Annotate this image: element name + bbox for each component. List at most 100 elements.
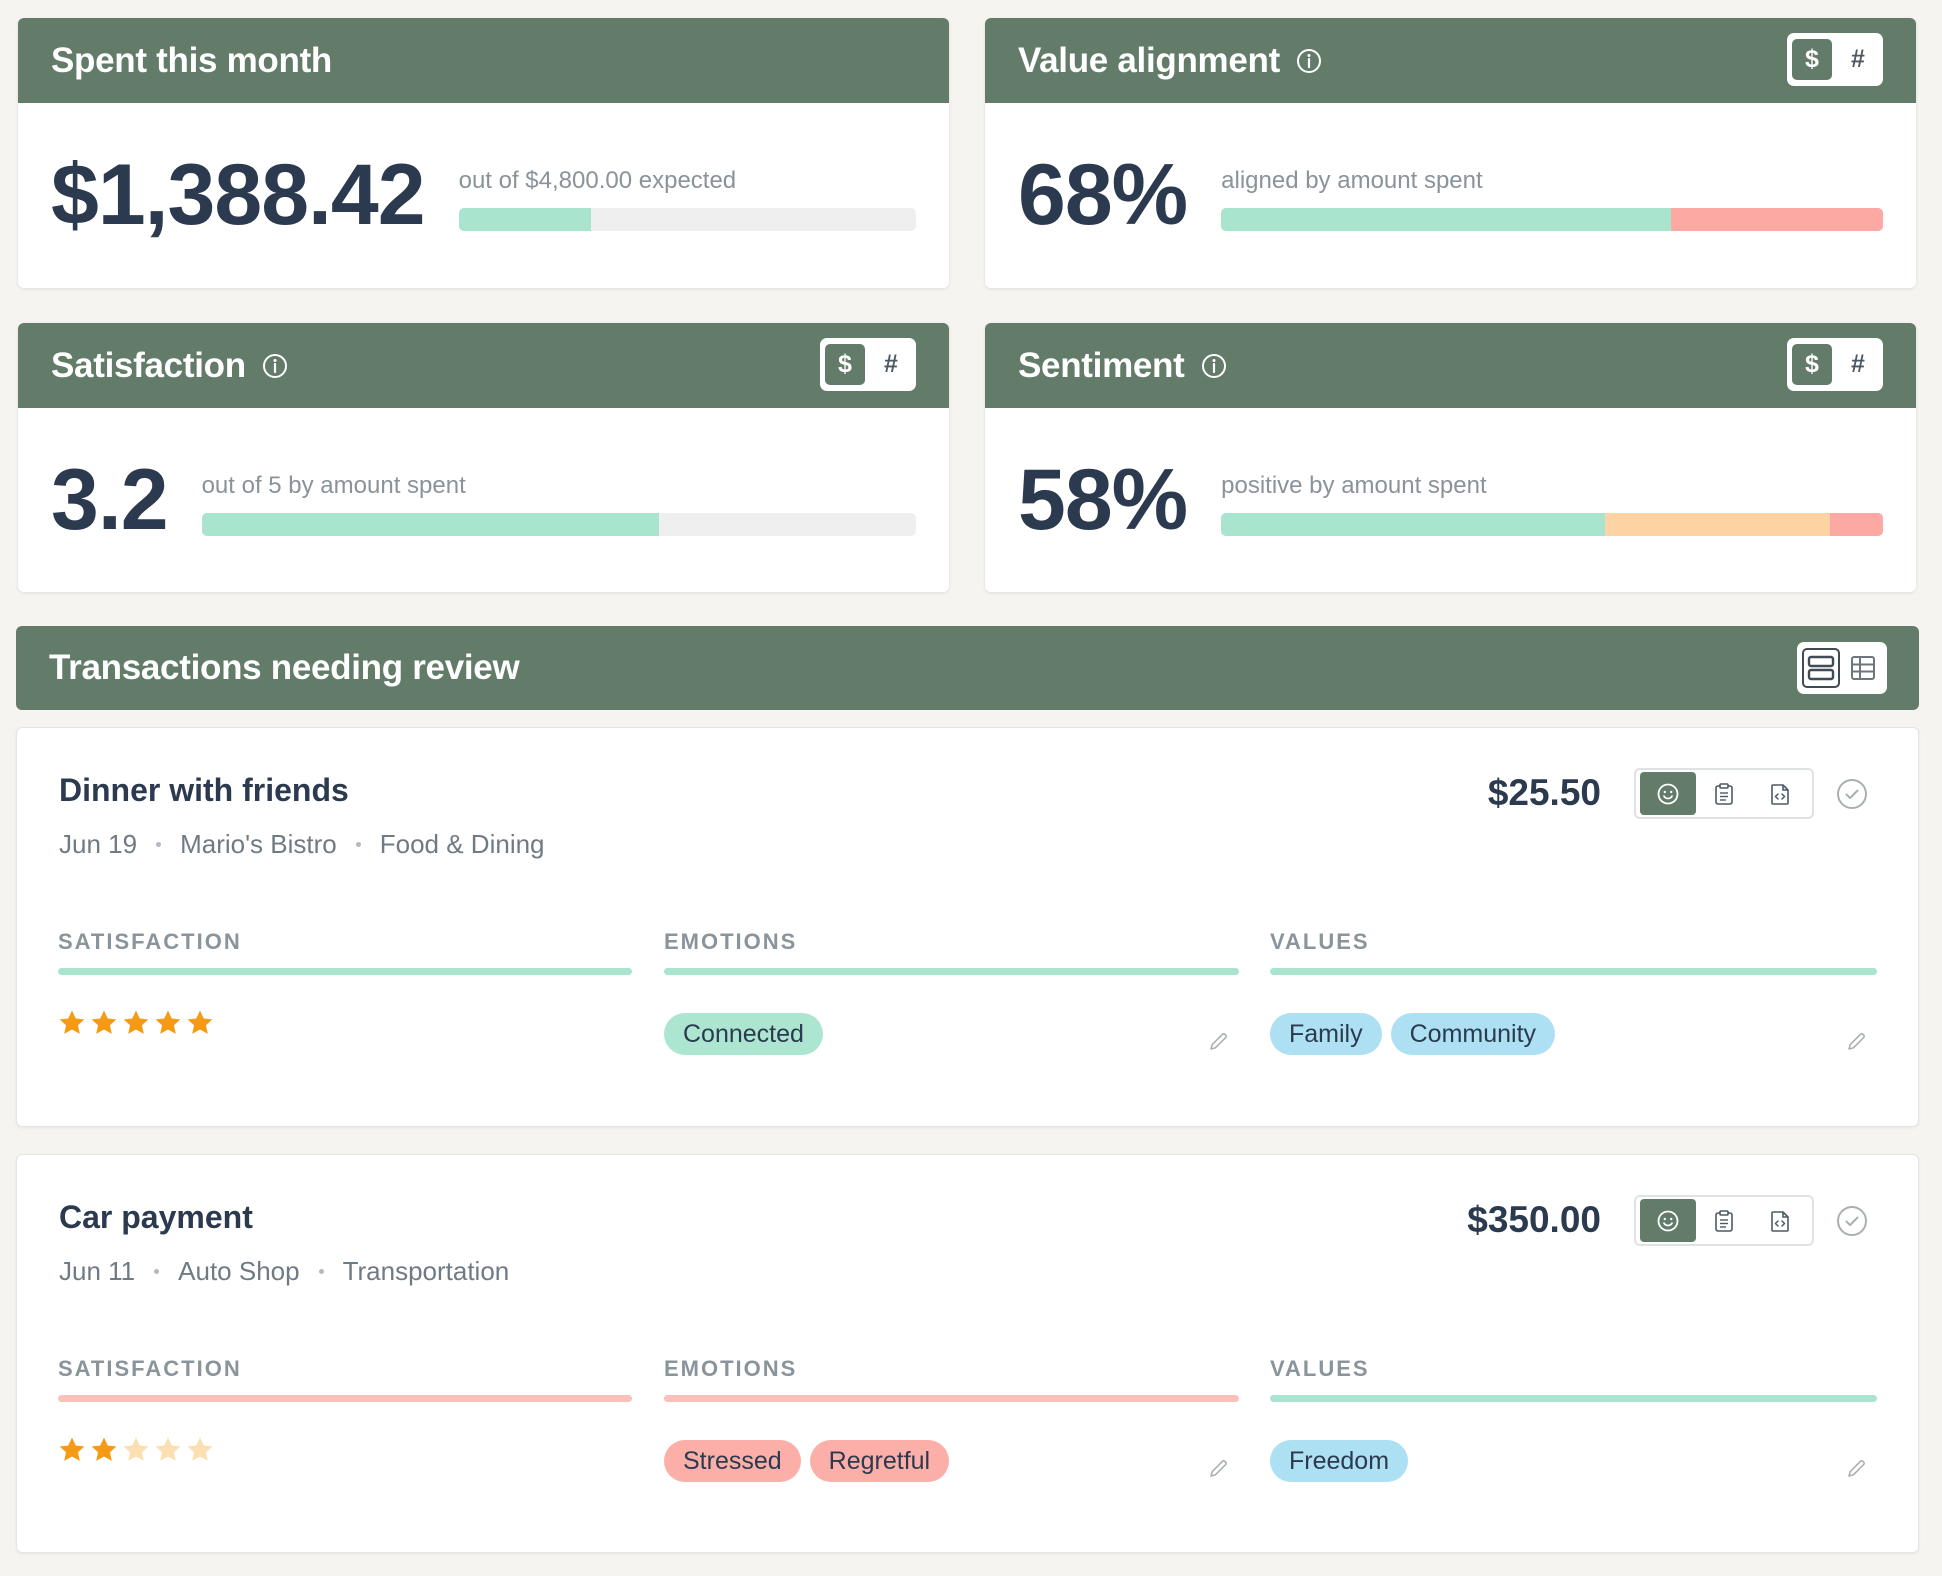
notes-mode-button[interactable]	[1696, 1199, 1752, 1242]
values-label: VALUES	[1270, 929, 1370, 954]
satisfaction-card-title: Satisfaction	[51, 345, 246, 385]
feelings-mode-button[interactable]	[1640, 1199, 1696, 1242]
count-toggle-button[interactable]: #	[884, 350, 898, 378]
satisfaction-tone-line	[58, 1395, 632, 1402]
emotion-tag[interactable]: Stressed	[664, 1440, 801, 1482]
emotions-label: EMOTIONS	[664, 1356, 798, 1381]
dollar-toggle-button[interactable]: $	[825, 344, 865, 385]
transaction-meta: Jun 11 Auto Shop Transportation	[59, 1256, 509, 1287]
view-mode-toggle	[1797, 642, 1887, 694]
count-toggle-button[interactable]: #	[1851, 45, 1865, 73]
transaction-category: Food & Dining	[379, 829, 545, 859]
emotions-tone-line	[664, 968, 1239, 975]
transaction-card: Dinner with friends Jun 19 Mario's Bistro F…	[16, 727, 1919, 1127]
clipboard-icon	[1715, 782, 1733, 805]
table-view-button[interactable]	[1844, 648, 1882, 688]
check-circle-icon[interactable]	[1836, 778, 1868, 810]
values-column: VALUES Freedom	[1270, 1356, 1877, 1482]
smiley-icon	[1657, 1210, 1679, 1231]
separator-dot	[318, 1269, 324, 1274]
transaction-date: Jun 19	[59, 829, 138, 859]
review-section-header: Transactions needing review	[16, 626, 1919, 710]
sentiment-bar	[1221, 512, 1883, 536]
transaction-merchant: Auto Shop	[178, 1256, 300, 1286]
satisfaction-label: SATISFACTION	[58, 1356, 242, 1381]
alignment-card-body: 68% aligned by amount spent	[985, 103, 1916, 288]
value-tag[interactable]: Family	[1270, 1013, 1382, 1055]
list-view-icon	[1807, 655, 1835, 681]
file-code-icon	[1771, 1210, 1789, 1232]
feelings-mode-button[interactable]	[1640, 772, 1696, 815]
emotions-tone-line	[664, 1395, 1239, 1402]
notes-mode-button[interactable]	[1696, 772, 1752, 815]
positive-segment	[1221, 512, 1606, 536]
neutral-segment	[1605, 512, 1831, 536]
star-rating[interactable]	[58, 1436, 632, 1463]
transaction-mode-toggle	[1634, 1195, 1814, 1246]
satisfaction-tone-line	[58, 968, 632, 975]
smiley-icon	[1657, 783, 1679, 804]
sentiment-card-body: 58% positive by amount spent	[985, 408, 1916, 592]
transaction-amount: $350.00	[1467, 1199, 1601, 1240]
misaligned-segment	[1671, 207, 1883, 231]
pencil-icon[interactable]	[1845, 1031, 1867, 1053]
dollar-toggle-button[interactable]: $	[1792, 344, 1832, 385]
value-tag[interactable]: Freedom	[1270, 1440, 1409, 1482]
code-mode-button[interactable]	[1752, 772, 1808, 815]
alignment-value: 68%	[1018, 147, 1188, 243]
dollar-toggle-button[interactable]: $	[1792, 39, 1832, 80]
alignment-card: Value alignment $ # 68% aligned by amoun…	[985, 18, 1916, 288]
emotions-chips: Connected	[664, 1013, 1239, 1055]
pencil-icon[interactable]	[1207, 1458, 1229, 1480]
star-icon[interactable]	[122, 1436, 150, 1463]
aligned-segment	[1221, 207, 1672, 231]
satisfaction-label: SATISFACTION	[58, 929, 242, 954]
satisfaction-card: Satisfaction $ # 3.2 out of 5 by amount …	[18, 323, 949, 592]
satisfaction-caption: out of 5 by amount spent	[201, 471, 466, 499]
values-tone-line	[1270, 1395, 1877, 1402]
star-icon[interactable]	[58, 1009, 86, 1036]
sentiment-card-title: Sentiment	[1018, 345, 1185, 385]
count-toggle-button[interactable]: #	[1851, 350, 1865, 378]
sentiment-card-header: Sentiment $ #	[985, 323, 1916, 408]
pencil-icon[interactable]	[1207, 1031, 1229, 1053]
satisfaction-value: 3.2	[51, 452, 169, 548]
value-tag[interactable]: Community	[1390, 1013, 1556, 1055]
emotions-column: EMOTIONS Connected	[664, 929, 1239, 1055]
star-icon[interactable]	[154, 1436, 182, 1463]
info-icon[interactable]	[1201, 353, 1227, 379]
transaction-name: Dinner with friends	[59, 772, 349, 808]
star-icon[interactable]	[186, 1009, 214, 1036]
star-icon[interactable]	[186, 1436, 214, 1463]
file-code-icon	[1771, 783, 1789, 805]
emotions-chips: Stressed Regretful	[664, 1440, 1239, 1482]
star-icon[interactable]	[58, 1436, 86, 1463]
transaction-date: Jun 11	[59, 1256, 136, 1286]
info-icon[interactable]	[262, 353, 288, 379]
transaction-mode-toggle	[1634, 768, 1814, 819]
alignment-card-title: Value alignment	[1018, 40, 1280, 80]
star-icon[interactable]	[90, 1009, 118, 1036]
spent-progress-fill	[458, 207, 591, 231]
code-mode-button[interactable]	[1752, 1199, 1808, 1242]
spent-value: $1,388.42	[51, 147, 426, 243]
spent-progress-bar	[458, 207, 916, 231]
separator-dot	[156, 842, 162, 847]
table-view-icon	[1851, 656, 1875, 680]
transaction-name: Car payment	[59, 1199, 253, 1235]
emotion-tag[interactable]: Connected	[664, 1013, 823, 1055]
star-icon[interactable]	[90, 1436, 118, 1463]
separator-dot	[355, 842, 361, 847]
star-icon[interactable]	[122, 1009, 150, 1036]
alignment-caption: aligned by amount spent	[1221, 166, 1483, 194]
pencil-icon[interactable]	[1845, 1458, 1867, 1480]
list-view-button[interactable]	[1802, 648, 1840, 688]
emotion-tag[interactable]: Regretful	[809, 1440, 950, 1482]
info-icon[interactable]	[1296, 48, 1322, 74]
star-rating[interactable]	[58, 1009, 632, 1036]
satisfaction-card-header: Satisfaction $ #	[18, 323, 949, 408]
star-icon[interactable]	[154, 1009, 182, 1036]
check-circle-icon[interactable]	[1836, 1205, 1868, 1237]
satisfaction-bar	[201, 512, 916, 536]
values-tone-line	[1270, 968, 1877, 975]
